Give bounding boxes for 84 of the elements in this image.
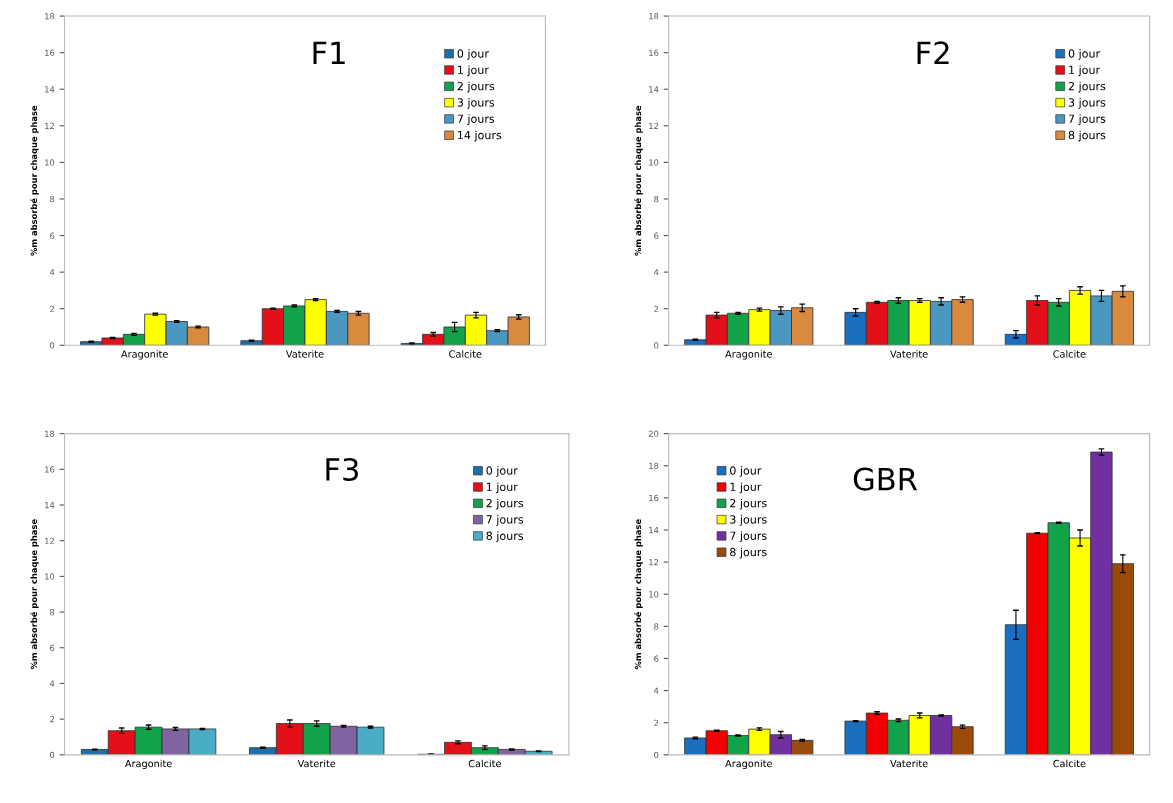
y-tick-label: 14: [45, 502, 55, 509]
y-tick-label: 6: [654, 655, 659, 662]
y-tick-label: 2: [654, 305, 659, 312]
y-tick-label: 14: [45, 86, 55, 93]
x-tick-label: Vaterite: [285, 350, 324, 358]
legend-label: 7 jours: [730, 531, 767, 543]
text: GBR: [853, 467, 918, 491]
x-tick-label: Vaterite: [297, 759, 336, 768]
legend-label: 2 jours: [486, 498, 524, 510]
x-tick-label: Aragonite: [121, 350, 168, 360]
text: F1: [313, 41, 345, 64]
y-tick-label: 2: [50, 716, 54, 723]
y-tick-label: 4: [49, 680, 55, 687]
x-tick-label: Aragonite: [725, 350, 772, 360]
legend-label: 1 jour: [1069, 65, 1101, 77]
y-tick-label: 8: [50, 195, 55, 203]
legend-label: 0 jour: [1068, 49, 1101, 60]
y-tick-label: 18: [45, 430, 55, 437]
y-tick-label: 8: [654, 195, 659, 203]
y-tick-label: 12: [649, 559, 659, 566]
legend-label: 2 jours: [457, 81, 495, 93]
y-tick-label: 2: [50, 305, 54, 312]
legend-label: 7 jours: [486, 515, 524, 526]
y-tick-label: 16: [45, 49, 55, 56]
text: F2: [917, 41, 949, 64]
y-tick-label: 0: [50, 751, 55, 759]
y-tick-label: 6: [50, 644, 55, 652]
legend-label: 1 jour: [730, 482, 762, 494]
y-tick-label: 14: [649, 86, 659, 93]
y-tick-label: 18: [45, 13, 55, 20]
legend-label: 2 jours: [730, 498, 767, 510]
y-axis-title: %m absorbé pour chaque phase: [30, 519, 39, 670]
y-tick-label: 12: [45, 537, 54, 544]
y-axis-title: %m absorbé pour chaque phase: [634, 105, 643, 256]
legend-label: 1 jour: [486, 482, 518, 494]
y-tick-label: 16: [649, 49, 659, 56]
y-tick-label: 16: [649, 494, 659, 502]
y-tick-label: 16: [45, 466, 55, 473]
x-tick-label: Vaterite: [890, 350, 928, 358]
x-tick-label: Calcite: [468, 759, 501, 768]
y-tick-label: 4: [49, 269, 55, 276]
y-axis-title: %m absorbé pour chaque phase: [634, 519, 643, 670]
y-tick-label: 10: [45, 159, 55, 166]
y-tick-label: 4: [653, 687, 659, 694]
y-tick-label: 18: [649, 462, 659, 470]
text: F3: [326, 457, 358, 482]
x-tick-label: Vaterite: [890, 759, 928, 768]
x-tick-label: Aragonite: [124, 759, 172, 770]
legend-label: 14 jours: [458, 130, 502, 142]
y-tick-label: 12: [649, 122, 659, 129]
legend-label: 3 jours: [730, 515, 767, 526]
y-tick-label: 8: [50, 609, 55, 616]
y-tick-label: 0: [654, 751, 659, 759]
legend-label: 8 jours: [1068, 130, 1106, 142]
y-tick-label: 10: [649, 591, 659, 598]
x-tick-label: Aragonite: [725, 759, 772, 770]
y-tick-label: 10: [45, 573, 55, 580]
y-tick-label: 0: [50, 342, 55, 349]
y-axis-title: %m absorbé pour chaque phase: [30, 105, 39, 256]
y-tick-label: 4: [653, 269, 659, 276]
legend-label: 0 jour: [486, 466, 518, 477]
legend-label: 2 jours: [1068, 81, 1106, 93]
y-tick-label: 6: [50, 232, 55, 239]
y-tick-label: 2: [654, 719, 659, 726]
y-tick-label: 20: [648, 430, 659, 437]
y-tick-label: 0: [654, 342, 659, 349]
y-tick-label: 18: [649, 13, 659, 20]
x-tick-label: Calcite: [449, 350, 482, 358]
legend-label: 8 jours: [730, 547, 767, 559]
x-tick-label: Calcite: [1053, 350, 1086, 358]
y-tick-label: 14: [649, 527, 659, 534]
legend-label: 7 jours: [1068, 114, 1106, 126]
legend-label: 0 jour: [730, 466, 762, 477]
y-tick-label: 10: [649, 159, 659, 166]
y-tick-label: 8: [654, 623, 659, 630]
legend-label: 3 jours: [1068, 98, 1106, 109]
legend-label: 3 jours: [457, 98, 495, 109]
x-tick-label: Calcite: [1053, 759, 1086, 768]
legend-label: 0 jour: [457, 49, 489, 60]
y-tick-label: 6: [654, 232, 659, 239]
legend-label: 8 jours: [486, 531, 524, 543]
y-tick-label: 12: [45, 122, 54, 129]
legend-label: 1 jour: [458, 65, 489, 77]
legend-label: 7 jours: [457, 114, 495, 126]
